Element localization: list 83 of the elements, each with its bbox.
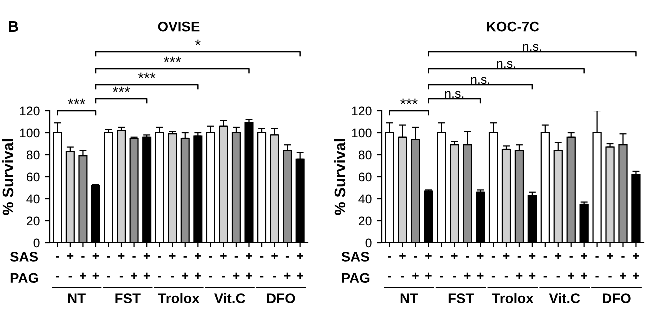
text: PAG	[342, 273, 370, 284]
text: FST	[448, 294, 474, 304]
x-tick-label: - +	[182, 256, 189, 280]
text: Trolox	[492, 293, 534, 304]
x-tick-label: - +	[284, 256, 291, 280]
x-tick-label: + +	[633, 253, 640, 280]
y-tick-label: 100	[352, 128, 372, 138]
y-tick-label: 100	[20, 128, 40, 138]
text: PAG	[10, 273, 38, 284]
category-label: - -	[107, 256, 110, 278]
text: Trolox	[158, 293, 200, 304]
y-axis-title: % Survival	[334, 139, 346, 216]
category-label: + -	[607, 253, 614, 278]
y-tick-label: 20	[27, 216, 40, 226]
text: SAS	[342, 252, 370, 262]
y-tick-label: 80	[358, 150, 372, 160]
x-tick-label: - +	[568, 256, 575, 280]
y-tick-label: 60	[27, 172, 40, 182]
category-label: - -	[492, 256, 496, 278]
y-tick-label: 60	[359, 172, 372, 182]
text: Vit.C	[214, 293, 246, 304]
text: n.s.	[497, 61, 516, 68]
category-label: + -	[452, 253, 458, 278]
x-tick-label: - +	[464, 256, 471, 280]
text: n.s.	[523, 44, 542, 52]
category-label: + -	[118, 253, 125, 278]
category-label: + -	[220, 253, 227, 278]
category-label: - -	[56, 256, 60, 278]
y-tick-label: 80	[26, 150, 40, 160]
chart-title: OVISE	[158, 22, 200, 32]
chart-title: KOC-7C	[487, 22, 540, 32]
x-tick-label: + +	[529, 253, 536, 280]
x-tick-label: + +	[92, 253, 100, 280]
category-label: + -	[503, 253, 510, 278]
y-tick-label: 40	[26, 194, 40, 204]
x-tick-label: - +	[516, 256, 523, 280]
text: FST	[116, 294, 141, 304]
text: n.s.	[471, 77, 490, 84]
text: ***	[164, 56, 182, 62]
x-tick-label: - +	[131, 256, 138, 280]
x-tick-label: + +	[144, 253, 150, 280]
x-tick-label: - +	[620, 256, 626, 280]
text: ***	[138, 72, 156, 78]
x-tick-label: + +	[426, 253, 432, 280]
category-label: + -	[400, 253, 406, 278]
text: ***	[68, 98, 86, 104]
category-label: - -	[158, 256, 162, 278]
text: NT	[68, 294, 86, 304]
x-tick-label: + +	[195, 253, 202, 280]
y-tick-label: 120	[20, 106, 40, 116]
y-tick-label: 120	[352, 106, 372, 116]
text: *	[195, 40, 201, 46]
text: NT	[400, 294, 418, 304]
text: B	[9, 21, 18, 32]
text: Vit.C	[549, 293, 580, 304]
y-tick-label: 20	[359, 216, 372, 226]
category-label: - -	[440, 256, 444, 278]
text: SAS	[10, 252, 38, 262]
text: n.s.	[445, 91, 464, 98]
x-tick-label: + +	[246, 253, 252, 280]
category-label: + -	[272, 253, 278, 278]
x-tick-label: + +	[581, 253, 588, 280]
y-axis-title: % Survival	[2, 139, 14, 216]
category-label: - -	[544, 256, 548, 278]
category-label: + -	[67, 253, 74, 278]
text: ***	[400, 98, 418, 104]
x-tick-label: - +	[233, 256, 240, 280]
text: ***	[112, 86, 130, 92]
x-tick-label: + +	[477, 253, 484, 280]
category-label: - -	[209, 256, 213, 278]
y-tick-label: 0	[366, 238, 372, 248]
x-tick-label: + +	[297, 253, 304, 280]
text: DFO	[267, 294, 296, 304]
text: DFO	[603, 294, 631, 304]
category-label: + -	[169, 253, 176, 278]
category-label: - -	[596, 256, 599, 278]
category-label: - -	[388, 256, 392, 278]
y-tick-label: 40	[358, 194, 372, 204]
category-label: - -	[260, 256, 264, 278]
x-tick-label: - +	[80, 256, 86, 280]
category-label: + -	[555, 253, 562, 278]
y-tick-label: 0	[34, 238, 40, 248]
x-tick-label: - +	[412, 256, 419, 280]
